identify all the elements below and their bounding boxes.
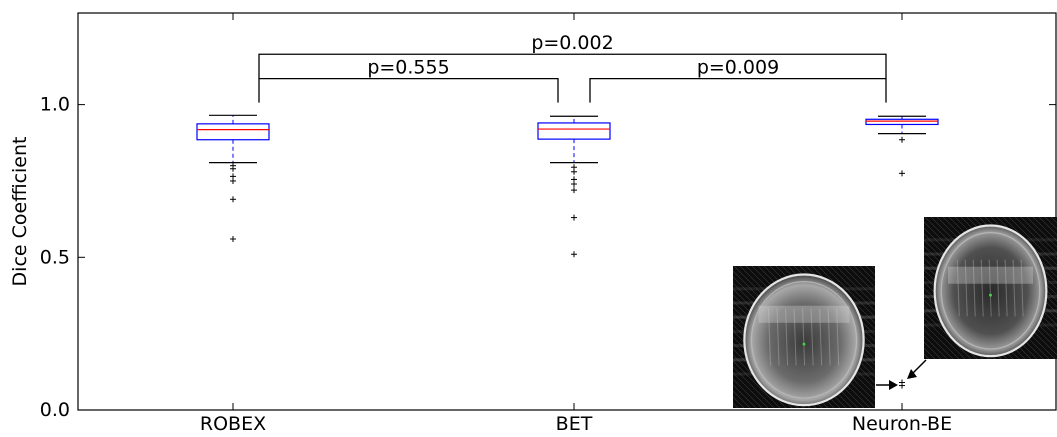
- inset-skull-inner: [940, 232, 1041, 350]
- inset-sulcus: [1004, 259, 1008, 317]
- outlier-point: [571, 251, 577, 258]
- brain-scan-inset-right: [924, 217, 1057, 359]
- inset-sulcus: [964, 259, 968, 317]
- significance-bracket: [258, 78, 559, 103]
- p-value-label: p=0.002: [531, 32, 613, 54]
- inset-sulcus: [793, 308, 797, 366]
- outlier-point: [230, 235, 236, 242]
- inset-sulcus: [996, 259, 1000, 317]
- inset-sulcus: [819, 308, 823, 366]
- outlier-point: [571, 181, 577, 188]
- arrow-head-right: [907, 369, 917, 379]
- box-iqr: [196, 123, 270, 141]
- outlier-point: [230, 165, 236, 172]
- inset-sulcus: [988, 259, 992, 317]
- inset-marker: [802, 342, 806, 346]
- outlier-point: [230, 177, 236, 184]
- inset-sulcus: [956, 259, 960, 317]
- inset-sulcus: [1020, 259, 1024, 317]
- inset-sulcus: [768, 308, 771, 366]
- inset-sulcus: [785, 308, 789, 366]
- inset-skull-inner: [750, 281, 858, 399]
- inset-marker: [989, 293, 992, 297]
- inset-sulcus: [972, 259, 976, 317]
- significance-bracket: [589, 78, 887, 103]
- box-iqr: [537, 122, 611, 140]
- outlier-point: [899, 170, 905, 177]
- inset-bright-band: [947, 266, 1034, 284]
- outlier-point: [899, 382, 905, 389]
- inset-skull: [933, 224, 1048, 358]
- plot-frame: [77, 12, 1057, 411]
- x-tick-label: ROBEX: [200, 413, 266, 433]
- outlier-point: [571, 214, 577, 221]
- outlier-point: [571, 187, 577, 194]
- inset-sulcus: [827, 308, 831, 366]
- arrow-head-left: [889, 380, 898, 390]
- box-iqr: [865, 118, 939, 126]
- y-tick-label: 0.5: [40, 246, 70, 268]
- inset-sulcus: [980, 259, 984, 317]
- y-tick-label: 0.0: [40, 399, 70, 421]
- inset-sulcus: [1012, 259, 1016, 317]
- p-value-label: p=0.555: [367, 57, 449, 79]
- inset-arrows: [876, 359, 927, 390]
- inset-sulcus: [836, 308, 840, 366]
- inset-sulcus: [802, 308, 806, 366]
- p-value-label: p=0.009: [697, 57, 779, 79]
- significance-bracket: [258, 53, 887, 79]
- brain-scan-inset-left: [733, 266, 875, 408]
- x-tick-label: BET: [556, 413, 593, 433]
- inset-skull: [743, 273, 865, 407]
- outlier-point: [230, 196, 236, 203]
- y-tick-label: 1.0: [40, 94, 70, 116]
- x-tick-label: Neuron-BE: [852, 413, 952, 433]
- outlier-point: [571, 168, 577, 175]
- inset-sulcus: [776, 308, 780, 366]
- y-axis-label: Dice Coefficient: [9, 137, 31, 287]
- outlier-point: [899, 136, 905, 143]
- inset-bright-band: [758, 305, 850, 323]
- inset-sulcus: [810, 308, 814, 366]
